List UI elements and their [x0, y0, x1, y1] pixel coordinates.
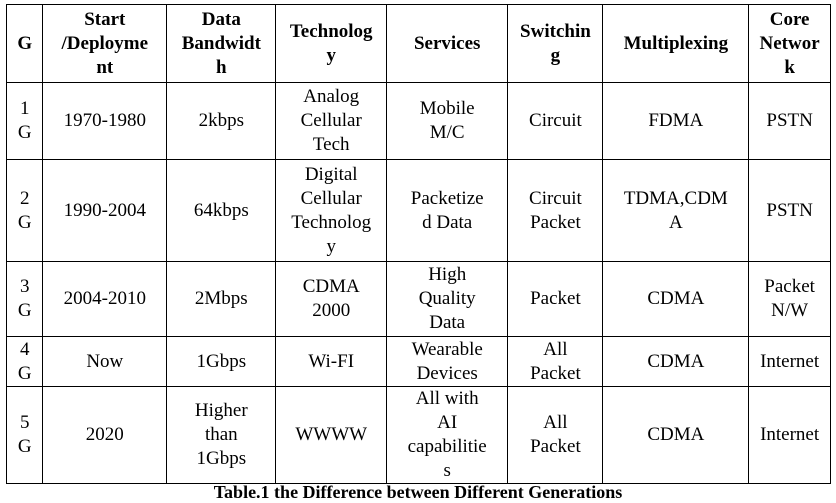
cell-start: Now [42, 336, 168, 387]
cell-switching: All Packet [507, 336, 604, 387]
cell-start: 1970-1980 [42, 82, 168, 160]
cell-start: 2004-2010 [42, 261, 168, 337]
cell-core-network: Internet [748, 386, 831, 484]
cell-multiplexing: CDMA [602, 336, 750, 387]
cell-multiplexing: CDMA [602, 261, 750, 337]
cell-technology: Wi-FI [275, 336, 387, 387]
cell-g: 4 G [5, 336, 44, 387]
cell-technology: CDMA 2000 [275, 261, 387, 337]
generations-table: G Start /Deployme nt Data Bandwidt h Tec… [5, 4, 831, 484]
cell-g: 2 G [5, 159, 44, 262]
cell-switching: Circuit Packet [507, 159, 604, 262]
cell-switching: All Packet [507, 386, 604, 484]
table-row: 3 G 2004-2010 2Mbps CDMA 2000 High Quali… [5, 261, 831, 337]
cell-core-network: Internet [748, 336, 831, 387]
cell-start: 2020 [42, 386, 168, 484]
table-header-row: G Start /Deployme nt Data Bandwidt h Tec… [5, 4, 831, 83]
cell-multiplexing: CDMA [602, 386, 750, 484]
cell-core-network: PSTN [748, 82, 831, 160]
cell-start: 1990-2004 [42, 159, 168, 262]
table-row: 4 G Now 1Gbps Wi-FI Wearable Devices All… [5, 336, 831, 387]
table-row: 5 G 2020 Higher than 1Gbps WWWW All with… [5, 386, 831, 484]
cell-technology: Analog Cellular Tech [275, 82, 387, 160]
cell-switching: Packet [507, 261, 604, 337]
cell-bandwidth: 1Gbps [166, 336, 277, 387]
cell-bandwidth: 2Mbps [166, 261, 277, 337]
cell-bandwidth: 2kbps [166, 82, 277, 160]
cell-core-network: Packet N/W [748, 261, 831, 337]
table-caption: Table.1 the Difference between Different… [213, 482, 623, 502]
cell-technology: Digital Cellular Technolog y [275, 159, 387, 262]
header-g: G [5, 4, 44, 83]
cell-services: Packetize d Data [385, 159, 509, 262]
cell-services: All with AI capabilitie s [385, 386, 509, 484]
cell-technology: WWWW [275, 386, 387, 484]
cell-g: 3 G [5, 261, 44, 337]
header-core-network: Core Networ k [748, 4, 831, 83]
cell-multiplexing: TDMA,CDM A [602, 159, 750, 262]
cell-g: 1 G [5, 82, 44, 160]
cell-services: High Quality Data [385, 261, 509, 337]
cell-g: 5 G [5, 386, 44, 484]
cell-bandwidth: Higher than 1Gbps [166, 386, 277, 484]
table-row: 2 G 1990-2004 64kbps Digital Cellular Te… [5, 159, 831, 262]
cell-core-network: PSTN [748, 159, 831, 262]
cell-switching: Circuit [507, 82, 604, 160]
header-switching: Switchin g [507, 4, 604, 83]
header-start-deployment: Start /Deployme nt [42, 4, 168, 83]
header-data-bandwidth: Data Bandwidt h [166, 4, 277, 83]
header-technology: Technolog y [275, 4, 387, 83]
header-multiplexing: Multiplexing [602, 4, 750, 83]
cell-services: Wearable Devices [385, 336, 509, 387]
cell-multiplexing: FDMA [602, 82, 750, 160]
header-services: Services [385, 4, 509, 83]
cell-services: Mobile M/C [385, 82, 509, 160]
cell-bandwidth: 64kbps [166, 159, 277, 262]
table-row: 1 G 1970-1980 2kbps Analog Cellular Tech… [5, 82, 831, 160]
